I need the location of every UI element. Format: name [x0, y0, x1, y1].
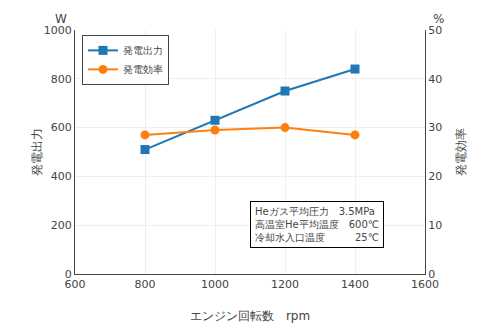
svg-text:発電出力: 発電出力 [30, 128, 44, 176]
svg-text:1000: 1000 [201, 278, 229, 291]
svg-text:50: 50 [428, 24, 442, 37]
svg-text:10: 10 [428, 219, 442, 232]
svg-text:0: 0 [65, 268, 72, 281]
svg-text:1400: 1400 [341, 278, 369, 291]
svg-text:W: W [55, 12, 67, 26]
svg-text:発電出力: 発電出力 [123, 45, 163, 56]
svg-text:800: 800 [135, 278, 156, 291]
svg-text:40: 40 [428, 73, 442, 86]
svg-text:400: 400 [51, 170, 72, 183]
svg-text:800: 800 [51, 73, 72, 86]
svg-text:600: 600 [51, 121, 72, 134]
svg-text:%: % [433, 12, 444, 26]
svg-text:1200: 1200 [271, 278, 299, 291]
svg-text:200: 200 [51, 219, 72, 232]
svg-text:発電効率: 発電効率 [454, 128, 468, 176]
svg-text:600: 600 [65, 278, 86, 291]
svg-text:Heガス平均圧力 3.5MPa高温室He平均温度 600℃冷: Heガス平均圧力 3.5MPa高温室He平均温度 600℃冷却水入口温度 25℃ [255, 206, 379, 243]
svg-text:30: 30 [428, 121, 442, 134]
svg-text:1000: 1000 [44, 24, 72, 37]
svg-text:0: 0 [428, 268, 435, 281]
svg-text:エンジン回転数 rpm: エンジン回転数 rpm [190, 309, 310, 323]
svg-text:20: 20 [428, 170, 442, 183]
svg-text:1600: 1600 [411, 278, 439, 291]
svg-text:発電効率: 発電効率 [123, 64, 163, 75]
